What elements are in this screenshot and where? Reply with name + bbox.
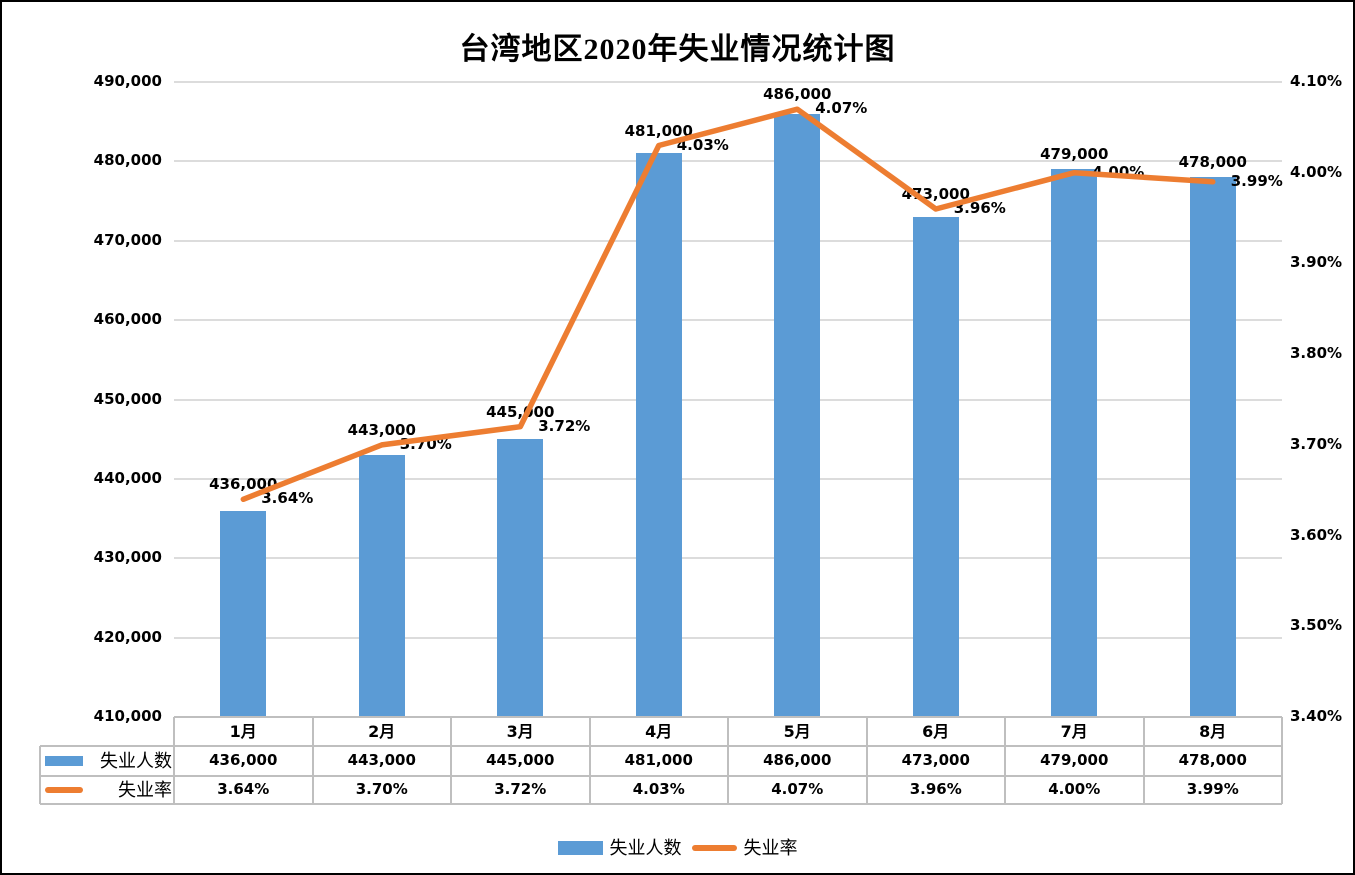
table-count-cell: 445,000 bbox=[486, 751, 555, 769]
bar-unemployed-count bbox=[358, 455, 405, 717]
table-count-cell: 479,000 bbox=[1040, 751, 1109, 769]
right-axis-tick-label: 3.80% bbox=[1290, 344, 1343, 363]
table-border-h bbox=[40, 775, 1282, 777]
table-border-v bbox=[173, 717, 175, 804]
table-month-header: 1月 bbox=[229, 722, 257, 741]
table-count-cell: 473,000 bbox=[901, 751, 970, 769]
table-border-v bbox=[311, 717, 314, 804]
right-axis-tick-label: 4.00% bbox=[1290, 162, 1343, 181]
table-border-v bbox=[1281, 717, 1283, 804]
bar-data-label: 436,000 bbox=[209, 475, 278, 494]
gridline bbox=[174, 160, 1282, 163]
left-axis-tick-label: 490,000 bbox=[93, 72, 162, 90]
gridline bbox=[174, 557, 1282, 560]
bar-data-label: 479,000 bbox=[1040, 145, 1109, 164]
legend-label-count: 失业人数 bbox=[609, 838, 682, 858]
rate-line bbox=[240, 106, 1216, 503]
table-month-header: 4月 bbox=[645, 722, 673, 741]
table-month-header: 3月 bbox=[506, 722, 534, 741]
table-row-header-count: 失业人数 bbox=[100, 751, 172, 771]
table-rate-cell: 3.72% bbox=[494, 780, 547, 798]
gridline bbox=[174, 477, 1282, 480]
left-axis-tick-label: 480,000 bbox=[93, 151, 162, 170]
right-axis-tick-label: 3.90% bbox=[1290, 253, 1343, 272]
legend-bar-swatch bbox=[557, 841, 603, 855]
table-month-header: 6月 bbox=[922, 722, 950, 741]
table-rate-cell: 4.00% bbox=[1048, 780, 1101, 798]
table-border-v bbox=[39, 746, 41, 804]
table-border-v bbox=[1142, 717, 1145, 804]
bar-data-label: 478,000 bbox=[1178, 153, 1247, 172]
gridline bbox=[174, 319, 1282, 322]
table-border-h bbox=[40, 745, 1282, 747]
table-month-header: 7月 bbox=[1060, 722, 1088, 741]
left-axis-tick-label: 450,000 bbox=[93, 389, 162, 408]
table-border-v bbox=[727, 717, 729, 804]
rate-data-label: 4.07% bbox=[815, 99, 868, 118]
right-axis-tick-label: 3.40% bbox=[1290, 707, 1343, 725]
left-axis-tick-label: 470,000 bbox=[93, 230, 162, 249]
rate-data-label: 3.99% bbox=[1230, 171, 1283, 190]
table-count-cell: 478,000 bbox=[1178, 751, 1247, 769]
right-axis-tick-label: 3.50% bbox=[1290, 616, 1343, 635]
gridline bbox=[174, 636, 1282, 639]
table-border-v bbox=[588, 717, 591, 804]
bar-data-label: 481,000 bbox=[624, 121, 693, 140]
left-axis-tick-label: 410,000 bbox=[93, 707, 162, 725]
table-rate-cell: 3.70% bbox=[355, 780, 408, 798]
table-rate-cell: 3.99% bbox=[1186, 780, 1239, 798]
table-month-header: 2月 bbox=[368, 722, 396, 741]
table-rate-cell: 3.96% bbox=[909, 780, 962, 798]
table-month-header: 5月 bbox=[783, 722, 811, 741]
bar-unemployed-count bbox=[1189, 177, 1236, 717]
table-rate-cell: 4.07% bbox=[771, 780, 824, 798]
legend-line-swatch bbox=[691, 845, 737, 851]
table-count-cell: 436,000 bbox=[209, 751, 278, 769]
right-axis-tick-label: 3.60% bbox=[1290, 525, 1343, 544]
table-key-bar-swatch bbox=[45, 756, 83, 766]
bar-unemployed-count bbox=[635, 153, 682, 717]
rate-data-label: 3.64% bbox=[261, 489, 314, 508]
table-count-cell: 481,000 bbox=[624, 751, 693, 769]
right-axis-tick-label: 3.70% bbox=[1290, 434, 1343, 453]
bar-data-label: 486,000 bbox=[763, 85, 832, 104]
table-rate-cell: 3.64% bbox=[217, 780, 270, 798]
table-border-h bbox=[40, 803, 1282, 805]
gridline bbox=[174, 239, 1282, 242]
right-axis-tick-label: 4.10% bbox=[1290, 72, 1343, 90]
table-border-v bbox=[450, 717, 452, 804]
bar-unemployed-count bbox=[912, 216, 959, 717]
table-border-v bbox=[865, 717, 868, 804]
table-count-cell: 443,000 bbox=[347, 751, 416, 769]
table-key-line-swatch bbox=[45, 787, 83, 793]
bar-data-label: 443,000 bbox=[347, 420, 416, 439]
chart-title: 台湾地区2020年失业情况统计图 bbox=[459, 33, 896, 66]
gridline bbox=[174, 398, 1282, 401]
bar-unemployed-count bbox=[220, 510, 267, 717]
left-axis-tick-label: 430,000 bbox=[93, 548, 162, 567]
table-count-cell: 486,000 bbox=[763, 751, 832, 769]
left-axis-tick-label: 420,000 bbox=[93, 627, 162, 646]
legend-label-rate: 失业率 bbox=[743, 838, 798, 858]
chart-legend: 失业人数 失业率 bbox=[2, 836, 1353, 860]
rate-data-label: 3.72% bbox=[538, 416, 591, 435]
table-month-header: 8月 bbox=[1199, 722, 1227, 741]
left-axis-tick-label: 460,000 bbox=[93, 310, 162, 329]
left-axis-tick-label: 440,000 bbox=[93, 468, 162, 487]
table-border-v bbox=[1004, 717, 1006, 804]
bar-unemployed-count bbox=[774, 113, 821, 717]
table-row-header-rate: 失业率 bbox=[118, 780, 172, 800]
table-rate-cell: 4.03% bbox=[632, 780, 685, 798]
bar-unemployed-count bbox=[1051, 169, 1098, 717]
bar-data-label: 445,000 bbox=[486, 402, 555, 421]
bar-unemployed-count bbox=[497, 439, 544, 717]
gridline bbox=[174, 81, 1282, 83]
